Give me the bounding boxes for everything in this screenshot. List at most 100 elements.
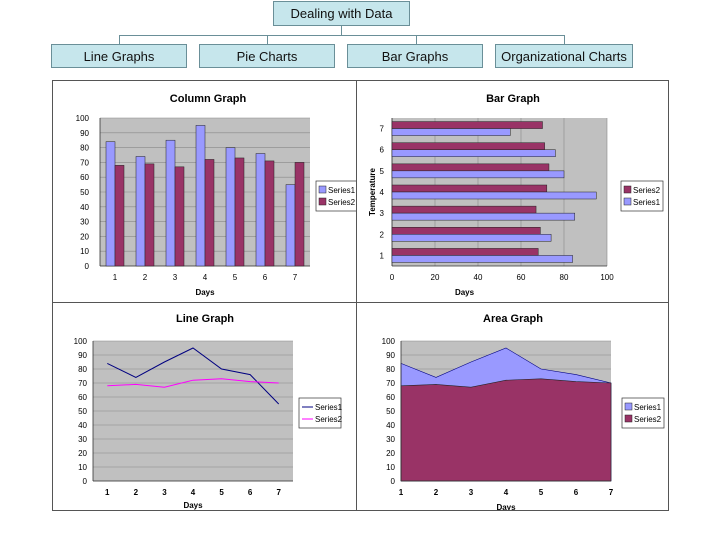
bar xyxy=(225,147,236,267)
series-line-series1 xyxy=(107,347,280,405)
bar xyxy=(391,248,539,256)
y-tick-label: 100 xyxy=(382,337,396,346)
bar xyxy=(391,255,573,263)
x-axis-label: Days xyxy=(195,288,215,297)
bar xyxy=(391,184,548,193)
org-child-label: Organizational Charts xyxy=(501,48,627,64)
y-tick-label: 90 xyxy=(78,351,87,360)
line-graph-chart: Line Graph 0 10 20 30 40 50 60 70 80 90 100 1 2 3 4 5 6 7 D… xyxy=(74,313,343,510)
x-tick-label: 7 xyxy=(293,273,298,282)
y-tick-label: 40 xyxy=(80,203,89,212)
y-axis-label: Temperature xyxy=(368,168,377,216)
bar xyxy=(391,170,565,179)
x-tick-label: 1 xyxy=(113,273,118,282)
bar xyxy=(114,165,125,267)
x-tick-label: 4 xyxy=(504,488,509,497)
bar xyxy=(285,184,296,267)
y-tick-label: 40 xyxy=(386,421,395,430)
y-tick-label: 60 xyxy=(80,173,89,182)
x-tick-label: 100 xyxy=(600,273,614,282)
y-tick-label: 60 xyxy=(386,393,395,402)
y-tick-label: 50 xyxy=(80,188,89,197)
y-tick-label: 100 xyxy=(76,114,90,123)
legend-swatch xyxy=(623,197,632,206)
connector-horizontal xyxy=(119,35,565,36)
x-tick-label: 5 xyxy=(219,488,224,497)
chart-title: Column Graph xyxy=(170,93,247,105)
x-axis-label: Days xyxy=(183,501,203,510)
y-tick-label: 20 xyxy=(80,232,89,241)
series-line-series2 xyxy=(107,378,279,388)
y-tick-label: 80 xyxy=(80,144,89,153)
x-tick-label: 20 xyxy=(431,273,440,282)
org-child-label: Line Graphs xyxy=(83,48,155,64)
y-tick-label: 10 xyxy=(78,463,87,472)
legend-swatch xyxy=(624,402,633,411)
y-tick-label: 0 xyxy=(85,262,90,271)
connector-root-down xyxy=(341,26,342,35)
org-child-label: Pie Charts xyxy=(236,48,298,64)
y-tick-label: 90 xyxy=(386,351,395,360)
x-tick-label: 7 xyxy=(276,488,281,497)
x-tick-label: 2 xyxy=(143,273,148,282)
y-tick-label: 7 xyxy=(380,125,385,134)
y-tick-label: 1 xyxy=(380,251,385,260)
org-child-bar-graphs: Bar Graphs xyxy=(347,44,483,68)
chart-title: Line Graph xyxy=(176,313,234,325)
x-tick-label: 3 xyxy=(469,488,474,497)
x-tick-label: 7 xyxy=(609,488,614,497)
connector-child-2 xyxy=(267,35,268,44)
org-child-line-graphs: Line Graphs xyxy=(51,44,187,68)
bar xyxy=(234,157,245,267)
y-tick-label: 0 xyxy=(83,477,88,486)
area-series2 xyxy=(400,378,612,482)
y-tick-label: 3 xyxy=(380,209,385,218)
bar xyxy=(391,142,545,150)
legend-label: Series1 xyxy=(315,403,343,412)
y-tick-label: 80 xyxy=(78,365,87,374)
y-tick-label: 6 xyxy=(380,146,385,155)
legend-box xyxy=(298,397,342,429)
x-tick-label: 80 xyxy=(560,273,569,282)
y-tick-label: 70 xyxy=(78,379,87,388)
connector-child-4 xyxy=(564,35,565,44)
x-axis-label: Days xyxy=(455,288,475,297)
x-tick-label: 5 xyxy=(233,273,238,282)
y-tick-label: 0 xyxy=(391,477,396,486)
legend-swatch xyxy=(318,197,327,206)
org-child-label: Bar Graphs xyxy=(381,48,449,64)
bar xyxy=(174,166,185,267)
legend-label: Series2 xyxy=(315,415,343,424)
y-tick-label: 4 xyxy=(380,188,385,197)
chart-title: Bar Graph xyxy=(486,93,540,105)
bar xyxy=(391,121,543,129)
connector-child-3 xyxy=(416,35,417,44)
x-tick-label: 40 xyxy=(474,273,483,282)
x-tick-label: 6 xyxy=(574,488,579,497)
bar xyxy=(135,156,146,267)
org-child-organizational-charts: Organizational Charts xyxy=(495,44,633,68)
x-tick-label: 2 xyxy=(134,488,139,497)
y-tick-label: 5 xyxy=(380,167,385,176)
chart-title: Area Graph xyxy=(483,313,543,325)
legend-label: Series2 xyxy=(634,415,662,424)
y-tick-label: 30 xyxy=(386,435,395,444)
y-tick-label: 70 xyxy=(386,379,395,388)
bar-graph-chart: Bar Graph 0 20 40 60 80 100 1 2 3 4 5 6 7 Days Temperat… xyxy=(368,93,664,297)
bar xyxy=(204,159,215,267)
y-tick-label: 2 xyxy=(380,230,385,239)
y-tick-label: 80 xyxy=(386,365,395,374)
x-axis-label: Days xyxy=(496,503,516,510)
y-tick-label: 90 xyxy=(80,129,89,138)
y-tick-label: 50 xyxy=(386,407,395,416)
bar xyxy=(391,234,552,242)
x-tick-label: 0 xyxy=(390,273,395,282)
bar xyxy=(391,149,556,157)
bar xyxy=(195,125,206,267)
x-tick-label: 4 xyxy=(203,273,208,282)
legend-label: Series2 xyxy=(328,198,356,207)
area-graph-panel: Area Graph 0 10 20 30 40 50 60 70 80 90 100 1 2 3 4 5 6 7 D… xyxy=(356,302,669,511)
x-tick-label: 3 xyxy=(173,273,178,282)
y-tick-label: 50 xyxy=(78,407,87,416)
bar xyxy=(391,227,541,235)
